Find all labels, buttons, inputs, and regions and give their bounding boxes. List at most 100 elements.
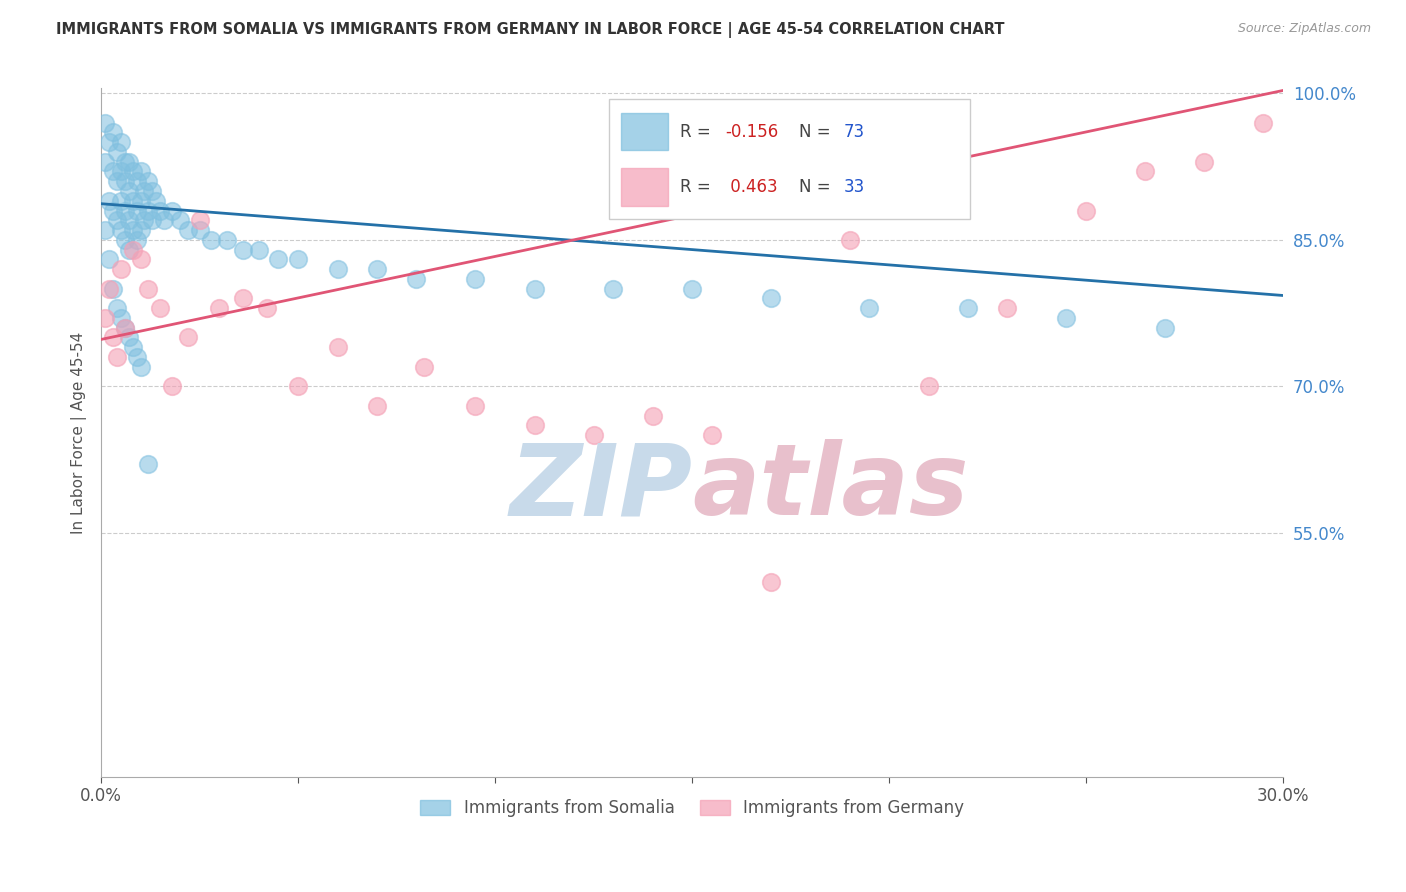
- Point: [101, 164, 124, 178]
- Point: [681, 282, 703, 296]
- Point: [121, 340, 143, 354]
- Text: N =: N =: [799, 123, 835, 141]
- Point: [413, 359, 436, 374]
- Point: [1135, 164, 1157, 178]
- Point: [366, 399, 388, 413]
- Point: [129, 223, 152, 237]
- Point: [188, 213, 211, 227]
- Point: [917, 379, 939, 393]
- Point: [105, 350, 128, 364]
- Point: [149, 301, 172, 315]
- Legend: Immigrants from Somalia, Immigrants from Germany: Immigrants from Somalia, Immigrants from…: [413, 792, 970, 823]
- Point: [134, 184, 156, 198]
- Point: [326, 262, 349, 277]
- Point: [118, 184, 141, 198]
- Point: [114, 233, 136, 247]
- Point: [232, 292, 254, 306]
- Point: [129, 194, 152, 208]
- Point: [177, 223, 200, 237]
- Point: [114, 203, 136, 218]
- Point: [858, 301, 880, 315]
- Point: [121, 243, 143, 257]
- Point: [247, 243, 270, 257]
- Point: [129, 359, 152, 374]
- Point: [125, 174, 148, 188]
- Point: [94, 154, 117, 169]
- Point: [700, 428, 723, 442]
- Point: [149, 203, 172, 218]
- Point: [114, 320, 136, 334]
- Point: [232, 243, 254, 257]
- Point: [267, 252, 290, 267]
- Point: [217, 233, 239, 247]
- Point: [118, 154, 141, 169]
- Point: [110, 164, 132, 178]
- Point: [208, 301, 231, 315]
- Point: [105, 174, 128, 188]
- FancyBboxPatch shape: [609, 99, 970, 219]
- Point: [138, 174, 160, 188]
- Point: [121, 164, 143, 178]
- Point: [287, 252, 309, 267]
- Point: [110, 223, 132, 237]
- Point: [464, 272, 486, 286]
- FancyBboxPatch shape: [621, 168, 668, 205]
- Point: [326, 340, 349, 354]
- Point: [838, 233, 860, 247]
- Point: [153, 213, 176, 227]
- Point: [405, 272, 427, 286]
- Point: [105, 145, 128, 159]
- Point: [98, 282, 121, 296]
- Point: [98, 252, 121, 267]
- Point: [287, 379, 309, 393]
- Text: R =: R =: [681, 178, 716, 196]
- Point: [118, 330, 141, 344]
- Point: [121, 223, 143, 237]
- Point: [177, 330, 200, 344]
- Point: [160, 203, 183, 218]
- FancyBboxPatch shape: [621, 112, 668, 151]
- Text: N =: N =: [799, 178, 835, 196]
- Point: [759, 292, 782, 306]
- Point: [138, 458, 160, 472]
- Point: [256, 301, 278, 315]
- Point: [145, 194, 167, 208]
- Text: -0.156: -0.156: [725, 123, 779, 141]
- Point: [94, 223, 117, 237]
- Text: R =: R =: [681, 123, 716, 141]
- Point: [121, 194, 143, 208]
- Point: [101, 282, 124, 296]
- Point: [1054, 310, 1077, 325]
- Text: ZIP: ZIP: [509, 439, 692, 536]
- Text: 73: 73: [844, 123, 865, 141]
- Point: [114, 320, 136, 334]
- Point: [114, 174, 136, 188]
- Point: [188, 223, 211, 237]
- Point: [98, 135, 121, 149]
- Text: atlas: atlas: [692, 439, 969, 536]
- Point: [98, 194, 121, 208]
- Point: [101, 330, 124, 344]
- Point: [366, 262, 388, 277]
- Point: [114, 154, 136, 169]
- Point: [118, 243, 141, 257]
- Point: [759, 574, 782, 589]
- Point: [141, 213, 163, 227]
- Point: [995, 301, 1018, 315]
- Y-axis label: In Labor Force | Age 45-54: In Labor Force | Age 45-54: [72, 332, 87, 533]
- Point: [110, 262, 132, 277]
- Point: [582, 428, 605, 442]
- Point: [523, 282, 546, 296]
- Point: [641, 409, 664, 423]
- Text: 33: 33: [844, 178, 865, 196]
- Point: [94, 116, 117, 130]
- Point: [110, 310, 132, 325]
- Point: [105, 301, 128, 315]
- Point: [110, 135, 132, 149]
- Text: 0.463: 0.463: [725, 178, 778, 196]
- Point: [125, 203, 148, 218]
- Point: [138, 282, 160, 296]
- Point: [1154, 320, 1177, 334]
- Point: [125, 233, 148, 247]
- Point: [129, 164, 152, 178]
